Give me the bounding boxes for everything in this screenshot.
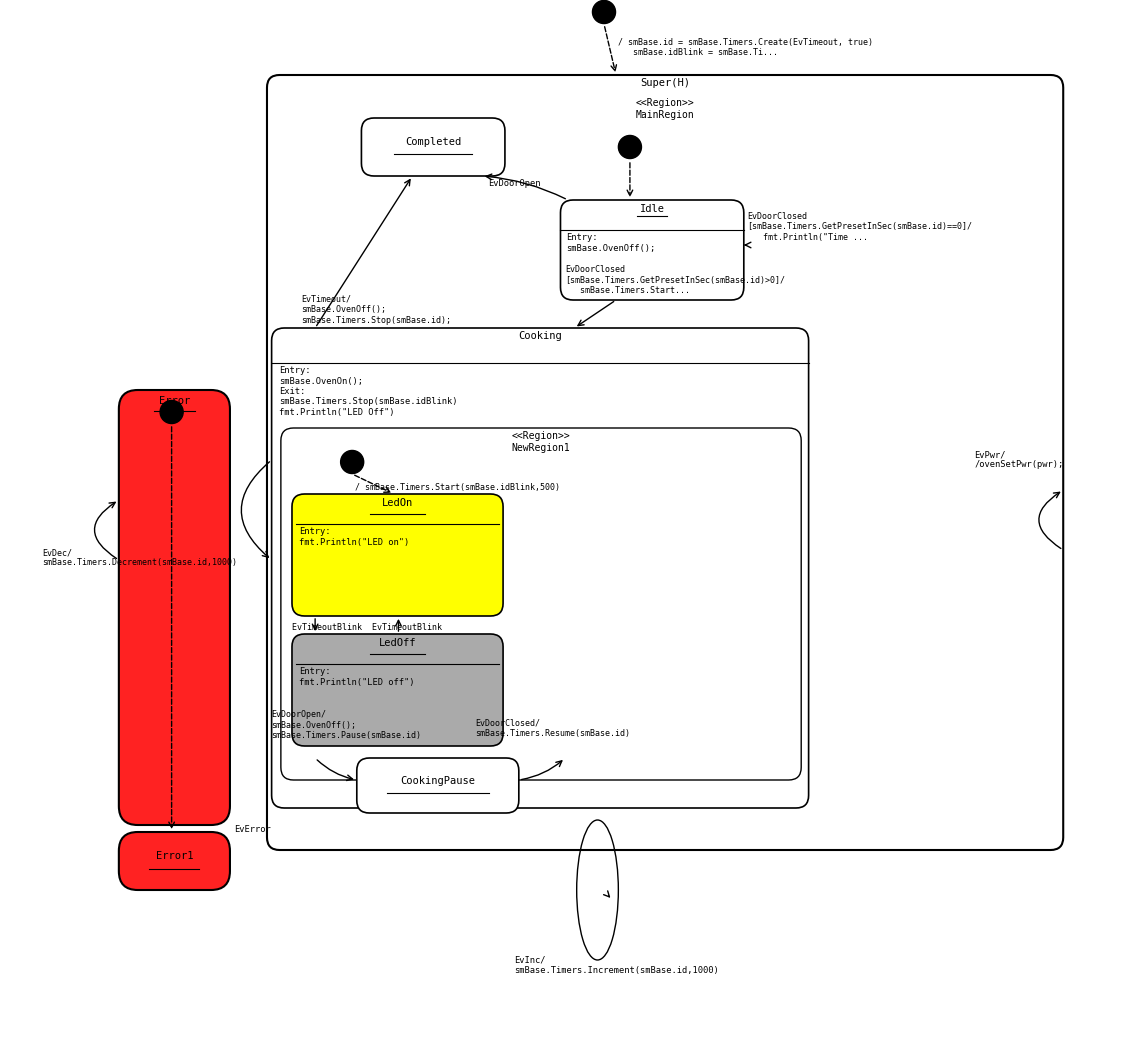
Text: EvTimeoutBlink  EvTimeoutBlink: EvTimeoutBlink EvTimeoutBlink: [292, 623, 442, 633]
Text: EvDoorClosed
[smBase.Timers.GetPresetInSec(smBase.id)==0]/
   fmt.Println("Time : EvDoorClosed [smBase.Timers.GetPresetInS…: [748, 212, 972, 242]
FancyBboxPatch shape: [119, 832, 230, 890]
Circle shape: [160, 401, 184, 424]
Text: EvError: EvError: [233, 826, 271, 835]
FancyBboxPatch shape: [272, 328, 809, 808]
FancyBboxPatch shape: [292, 634, 503, 746]
Text: / smBase.Timers.Start(smBase.idBlink,500): / smBase.Timers.Start(smBase.idBlink,500…: [355, 483, 560, 492]
Circle shape: [593, 0, 615, 23]
Text: EvPwr/
/ovenSetPwr(pwr);: EvPwr/ /ovenSetPwr(pwr);: [974, 450, 1064, 469]
FancyBboxPatch shape: [281, 428, 801, 780]
FancyBboxPatch shape: [119, 390, 230, 825]
Text: Idle: Idle: [640, 205, 665, 214]
FancyBboxPatch shape: [267, 74, 1063, 850]
Text: EvDoorOpen: EvDoorOpen: [488, 179, 540, 188]
Text: Super(H): Super(H): [640, 78, 690, 88]
Text: Entry:
smBase.OvenOn();
Exit:
smBase.Timers.Stop(smBase.idBlink)
fmt.Println("LE: Entry: smBase.OvenOn(); Exit: smBase.Tim…: [279, 366, 458, 416]
Text: Entry:
smBase.OvenOff();: Entry: smBase.OvenOff();: [566, 233, 655, 253]
Text: EvInc/
smBase.Timers.Increment(smBase.id,1000): EvInc/ smBase.Timers.Increment(smBase.id…: [514, 956, 719, 975]
Text: <<Region>>
MainRegion: <<Region>> MainRegion: [636, 98, 695, 120]
Text: <<Region>>
NewRegion1: <<Region>> NewRegion1: [512, 431, 570, 453]
Text: Cooking: Cooking: [518, 331, 562, 341]
FancyBboxPatch shape: [561, 200, 743, 300]
Text: EvDec/
smBase.Timers.Decrement(smBase.id,1000): EvDec/ smBase.Timers.Decrement(smBase.id…: [42, 548, 237, 568]
Text: Completed: Completed: [406, 137, 461, 147]
Text: CookingPause: CookingPause: [400, 775, 476, 786]
FancyBboxPatch shape: [361, 117, 505, 176]
Text: Entry:
fmt.Println("LED on"): Entry: fmt.Println("LED on"): [299, 528, 410, 547]
Text: Error1: Error1: [155, 851, 193, 861]
FancyBboxPatch shape: [357, 758, 519, 813]
Text: LedOff: LedOff: [378, 638, 416, 648]
Text: EvDoorClosed/
smBase.Timers.Resume(smBase.id): EvDoorClosed/ smBase.Timers.Resume(smBas…: [476, 719, 630, 738]
Circle shape: [619, 135, 641, 158]
Circle shape: [341, 450, 364, 473]
Text: Entry:
fmt.Println("LED off"): Entry: fmt.Println("LED off"): [299, 667, 415, 686]
Text: EvDoorClosed
[smBase.Timers.GetPresetInSec(smBase.id)>0]/
   smBase.Timers.Start: EvDoorClosed [smBase.Timers.GetPresetInS…: [565, 265, 785, 295]
Text: EvDoorOpen/
smBase.OvenOff();
smBase.Timers.Pause(smBase.id): EvDoorOpen/ smBase.OvenOff(); smBase.Tim…: [272, 710, 421, 740]
Text: EvTimeout/
smBase.OvenOff();
smBase.Timers.Stop(smBase.id);: EvTimeout/ smBase.OvenOff(); smBase.Time…: [301, 295, 451, 325]
FancyBboxPatch shape: [292, 494, 503, 616]
Text: LedOn: LedOn: [382, 498, 414, 508]
Text: Error: Error: [159, 397, 190, 406]
Text: / smBase.id = smBase.Timers.Create(EvTimeout, true)
   smBase.idBlink = smBase.T: / smBase.id = smBase.Timers.Create(EvTim…: [617, 38, 872, 58]
